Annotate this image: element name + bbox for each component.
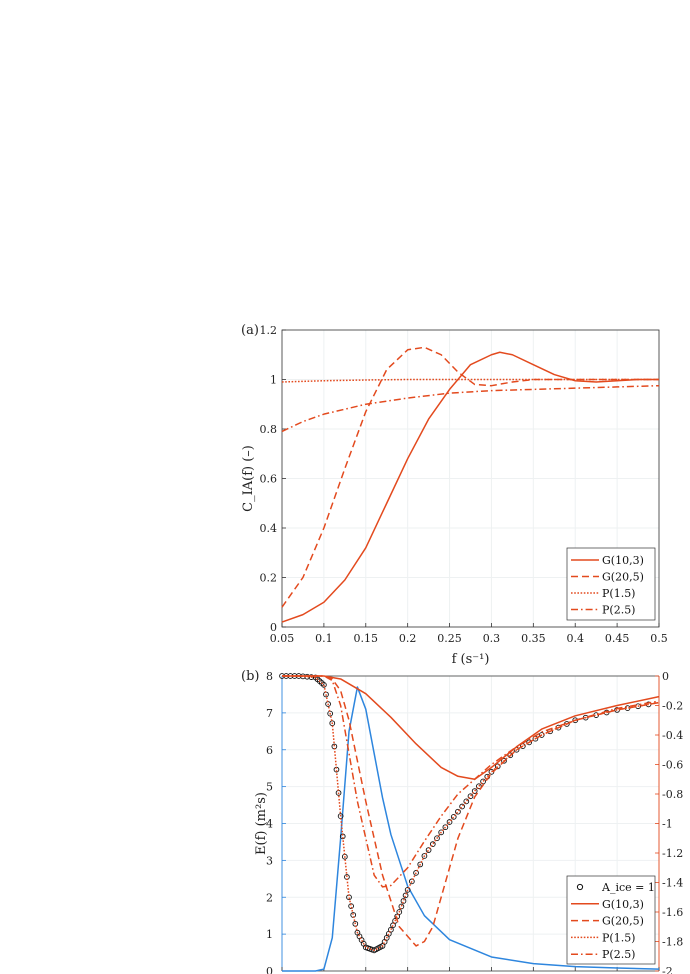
data-marker (321, 681, 327, 688)
right-tick-label: 0 (662, 670, 669, 683)
data-marker (494, 763, 501, 770)
y-tick-label: 0.4 (260, 522, 278, 535)
series-line-P(1.5) (281, 378, 659, 383)
data-marker (455, 808, 461, 815)
left-tick-label: 1 (266, 928, 273, 941)
data-marker (402, 892, 409, 899)
data-marker (467, 793, 474, 800)
panel-a: 0.05 0.1 0.15 0.2 0.25 0.3 0.35 0.4 0.45 0.5 0 0.2 0… (241, 323, 668, 667)
data-marker (450, 814, 457, 820)
data-marker (400, 898, 407, 904)
data-marker (476, 783, 482, 790)
data-marker (404, 887, 411, 893)
panel-a-legend: G(10,3) G(20,5) P(1.5) P(2.5) (566, 547, 656, 621)
right-tick-label: -0.4 (662, 729, 683, 742)
data-marker (538, 732, 545, 738)
data-marker (413, 870, 419, 876)
x-tick-label: 0.25 (437, 632, 462, 645)
legend-marker (576, 883, 584, 891)
data-marker (463, 798, 470, 805)
data-marker (425, 847, 432, 853)
series-line-E(f) (282, 686, 660, 972)
legend-label: G(10,3) (602, 898, 644, 911)
x-tick-label: 0.5 (650, 632, 668, 645)
series-line-P(2.5) (282, 675, 660, 888)
series-line-P(1.5) (282, 675, 660, 952)
data-marker (526, 739, 532, 746)
data-marker (421, 853, 428, 859)
left-tick-label: 5 (266, 781, 273, 794)
left-tick-label: 0 (266, 965, 273, 974)
y-tick-label: 0.6 (260, 473, 278, 486)
data-marker (438, 829, 445, 836)
y-tick-label: 0.8 (260, 423, 278, 436)
right-tick-label: -0.6 (662, 759, 683, 772)
data-marker (417, 861, 424, 868)
right-tick-label: -1.2 (662, 847, 683, 860)
panel-b-legend: A_ice = 1 G(10,3) G(20,5) P(1.5) P(2.5) (566, 875, 656, 965)
data-marker (396, 909, 403, 915)
legend-label: A_ice = 1 (601, 881, 655, 894)
left-tick-label: 3 (266, 854, 273, 867)
right-tick-label: -1.4 (662, 877, 683, 890)
x-tick-label: 0.05 (270, 632, 295, 645)
panel-a-xlabel: f (s⁻¹) (452, 652, 490, 667)
x-tick-label: 0.4 (566, 632, 584, 645)
panel-b: 0 1 2 3 4 5 6 7 8 0 -0.2 -0.4 -0.6 -0.8 -1 -1.2 -1.4 -1.6… (241, 669, 683, 974)
y-tick-label: 1.2 (260, 324, 278, 337)
data-marker (429, 841, 436, 848)
data-marker (446, 819, 453, 825)
panel-b-ylabel: E(f) (m²s) (254, 792, 269, 855)
x-tick-label: 0.3 (483, 632, 501, 645)
legend-label: G(10,3) (602, 554, 644, 567)
panel-a-label: (a) (241, 323, 259, 338)
panel-a-series (281, 346, 660, 623)
data-marker (459, 803, 465, 810)
right-tick-label: -2 (662, 965, 673, 974)
right-tick-label: -0.2 (662, 700, 683, 713)
data-marker (398, 903, 405, 910)
right-tick-label: -1.8 (662, 936, 683, 949)
left-tick-label: 6 (266, 744, 273, 757)
data-marker (501, 757, 507, 764)
data-marker (434, 835, 440, 842)
y-tick-label: 0.2 (260, 572, 278, 585)
series-line-P(2.5) (281, 384, 660, 433)
legend-label: P(1.5) (602, 587, 635, 600)
data-marker (442, 824, 449, 831)
left-tick-label: 8 (266, 670, 273, 683)
panel-b-series (279, 673, 660, 972)
y-tick-label: 1 (270, 374, 277, 387)
legend-label: G(20,5) (602, 915, 644, 928)
data-marker (390, 922, 396, 929)
left-tick-label: 7 (266, 707, 273, 720)
y-tick-label: 0 (270, 621, 277, 634)
data-marker (388, 926, 394, 933)
right-tick-label: -0.8 (662, 788, 683, 801)
right-tick-label: -1.6 (662, 906, 683, 919)
x-tick-label: 0.45 (605, 632, 630, 645)
data-marker (471, 788, 478, 794)
panel-b-label: (b) (241, 669, 259, 684)
series-line-G(10,3) (281, 351, 659, 623)
left-tick-label: 4 (266, 818, 273, 831)
series-line-G(10,3) (282, 675, 660, 780)
x-tick-label: 0.35 (521, 632, 546, 645)
data-marker (409, 878, 415, 885)
left-tick-label: 2 (266, 891, 273, 904)
legend-label: P(2.5) (602, 604, 635, 617)
x-tick-label: 0.1 (315, 632, 333, 645)
data-marker (329, 720, 336, 727)
legend-label: G(20,5) (602, 571, 644, 584)
legend-box (566, 875, 656, 965)
panel-a-ylabel: C_IA(f) (–) (241, 445, 256, 512)
x-tick-label: 0.2 (399, 632, 417, 645)
legend-label: P(1.5) (602, 931, 635, 944)
legend-label: P(2.5) (602, 948, 635, 961)
right-tick-label: -1 (662, 818, 673, 831)
x-tick-label: 0.15 (354, 632, 379, 645)
